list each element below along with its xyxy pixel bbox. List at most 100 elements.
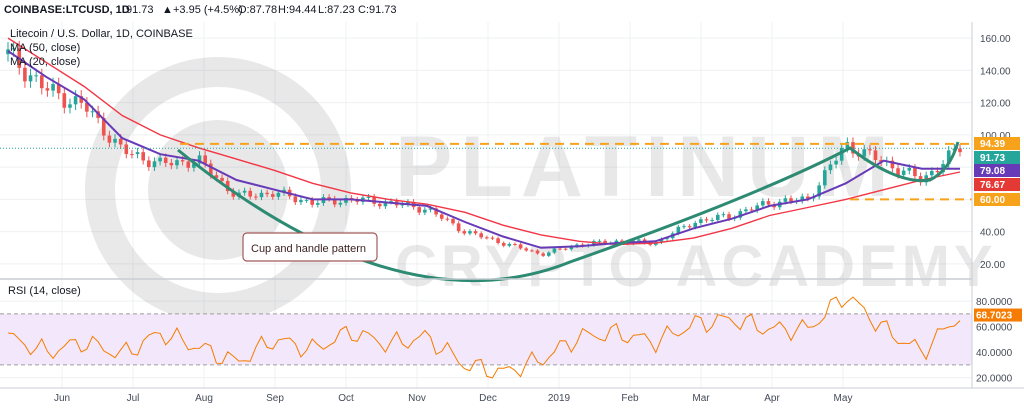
- time-tick-label: Dec: [479, 393, 497, 404]
- cup-annotation-label: Cup and handle pattern: [251, 243, 366, 255]
- rsi-value-tag: 68.7023: [974, 308, 1022, 322]
- time-tick-label: Feb: [621, 393, 639, 404]
- candle: [513, 242, 517, 246]
- candle: [248, 187, 253, 200]
- candle: [563, 247, 568, 251]
- svg-text:76.67: 76.67: [980, 180, 1005, 191]
- price-tick-label: 160.00: [980, 34, 1011, 45]
- time-axis: Jun Jul Aug Sep Oct Nov Dec 2019 Feb Mar Apr May: [54, 393, 853, 404]
- candle: [958, 144, 962, 157]
- rsi-tick-label: 40.0000: [976, 348, 1013, 359]
- candle: [299, 197, 303, 205]
- rsi-axis: 80.0000 60.0000 40.0000 20.0000: [976, 297, 1013, 385]
- svg-text:68.7023: 68.7023: [976, 311, 1013, 322]
- candle: [135, 147, 140, 159]
- rsi-label[interactable]: RSI (14, close): [8, 285, 81, 297]
- candle: [372, 193, 376, 207]
- last-price: 91.73: [126, 4, 154, 16]
- price-tag: 79.08: [974, 164, 1020, 177]
- candle: [828, 160, 833, 174]
- candle: [535, 249, 540, 255]
- candle: [817, 182, 821, 200]
- candle: [839, 143, 844, 165]
- candle: [552, 247, 557, 254]
- rsi-tick-label: 60.0000: [976, 323, 1013, 334]
- candle: [687, 224, 692, 230]
- candle: [451, 216, 455, 226]
- time-tick-label: 2019: [548, 393, 571, 404]
- ohlc-open: O:87.78: [238, 4, 277, 16]
- candle: [79, 90, 84, 109]
- moving-averages: [7, 37, 961, 249]
- candle: [45, 81, 50, 97]
- rsi-tick-label: 20.0000: [976, 374, 1013, 385]
- candle: [152, 157, 157, 172]
- candle: [423, 207, 427, 216]
- candle: [147, 156, 151, 172]
- candle: [541, 252, 545, 258]
- candle: [738, 208, 743, 221]
- time-tick-label: Mar: [692, 393, 710, 404]
- legend-ma20[interactable]: MA (20, close): [10, 56, 80, 68]
- up-arrow-icon: ▲: [162, 4, 173, 16]
- price-tag: 94.39: [974, 137, 1020, 150]
- svg-text:94.39: 94.39: [980, 139, 1005, 150]
- candle: [332, 195, 337, 208]
- watermark-line1: PLATINUM: [395, 119, 897, 215]
- candle: [141, 147, 145, 165]
- candle: [316, 200, 320, 208]
- candle: [710, 217, 714, 223]
- price-tick-label: 120.00: [980, 99, 1011, 110]
- candle: [445, 216, 450, 222]
- legend-ma50[interactable]: MA (50, close): [10, 42, 80, 54]
- candle: [530, 249, 534, 252]
- price-tag: 91.73: [974, 151, 1020, 164]
- candle: [682, 224, 686, 229]
- price-tick-label: 100.00: [980, 131, 1011, 142]
- candle: [699, 216, 703, 226]
- legend: Litecoin / U.S. Dollar, 1D, COINBASE MA …: [8, 28, 193, 297]
- ma20-line: [7, 50, 960, 249]
- svg-text:91.73: 91.73: [980, 153, 1005, 164]
- time-tick-label: Aug: [195, 393, 213, 404]
- candle: [546, 251, 551, 258]
- horizontal-levels: [0, 142, 972, 201]
- candle: [366, 193, 371, 201]
- candle: [56, 77, 61, 100]
- svg-text:60.00: 60.00: [980, 195, 1005, 206]
- rsi-line: [7, 296, 961, 379]
- candle: [456, 221, 461, 234]
- symbol[interactable]: COINBASE:LTCUSD, 1D: [4, 4, 130, 16]
- candle: [715, 212, 720, 223]
- candle: [62, 87, 67, 114]
- candle: [873, 146, 878, 165]
- ma50-line: [7, 37, 961, 246]
- candle: [518, 242, 523, 250]
- candle: [704, 216, 709, 223]
- candle: [400, 201, 405, 209]
- legend-title: Litecoin / U.S. Dollar, 1D, COINBASE: [10, 28, 193, 40]
- price-tags: 94.39 91.73 79.08 76.67 60.00 68.7023: [974, 137, 1022, 322]
- watermark: PLATINUM CRYPTO ACADEMY: [85, 57, 993, 323]
- candle: [406, 199, 410, 208]
- price-tick-label: 20.00: [980, 260, 1005, 271]
- candle: [101, 112, 106, 141]
- time-tick-label: Oct: [338, 393, 354, 404]
- candle: [744, 206, 748, 214]
- watermark-logo-icon: [85, 57, 351, 323]
- candle: [130, 149, 134, 159]
- cup-annotation[interactable]: Cup and handle pattern: [242, 232, 378, 262]
- candle: [28, 68, 33, 88]
- candle: [270, 191, 275, 200]
- candle: [597, 239, 602, 243]
- ohlc-close: C:91.73: [358, 4, 397, 16]
- price-axis: 160.00 140.00 120.00 100.00 40.00 20.00: [980, 34, 1011, 271]
- candle: [85, 97, 89, 118]
- time-tick-label: Jun: [54, 393, 70, 404]
- candle: [507, 242, 512, 248]
- candle: [823, 166, 827, 189]
- candle: [197, 151, 202, 168]
- candle: [158, 153, 162, 166]
- candle: [890, 156, 895, 173]
